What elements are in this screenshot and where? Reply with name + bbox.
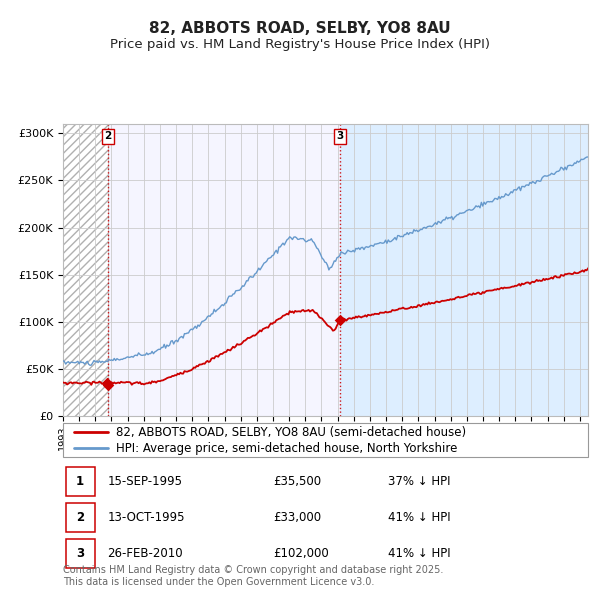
Text: 3: 3 [337,131,344,141]
Text: HPI: Average price, semi-detached house, North Yorkshire: HPI: Average price, semi-detached house,… [115,441,457,454]
Text: 2: 2 [104,131,112,141]
Bar [63,124,108,416]
Point [102,378,112,387]
Text: 3: 3 [76,548,84,560]
Text: 37% ↓ HPI: 37% ↓ HPI [389,475,451,488]
Text: 82, ABBOTS ROAD, SELBY, YO8 8AU: 82, ABBOTS ROAD, SELBY, YO8 8AU [149,21,451,35]
Text: 15-SEP-1995: 15-SEP-1995 [107,475,182,488]
Point [335,315,345,324]
Text: Contains HM Land Registry data © Crown copyright and database right 2025.
This d: Contains HM Land Registry data © Crown c… [63,565,443,587]
Text: 1: 1 [76,475,84,488]
Text: £33,000: £33,000 [273,511,321,525]
FancyBboxPatch shape [63,423,588,457]
Text: 2: 2 [76,511,84,525]
Text: 41% ↓ HPI: 41% ↓ HPI [389,511,451,525]
Text: 82, ABBOTS ROAD, SELBY, YO8 8AU (semi-detached house): 82, ABBOTS ROAD, SELBY, YO8 8AU (semi-de… [115,426,466,439]
Text: £102,000: £102,000 [273,548,329,560]
FancyBboxPatch shape [65,467,95,496]
Point [103,380,113,389]
Text: 13-OCT-1995: 13-OCT-1995 [107,511,185,525]
Text: Price paid vs. HM Land Registry's House Price Index (HPI): Price paid vs. HM Land Registry's House … [110,38,490,51]
Text: 41% ↓ HPI: 41% ↓ HPI [389,548,451,560]
FancyBboxPatch shape [65,503,95,532]
FancyBboxPatch shape [65,539,95,569]
Bar [340,124,588,416]
Text: £35,500: £35,500 [273,475,321,488]
Text: 26-FEB-2010: 26-FEB-2010 [107,548,183,560]
